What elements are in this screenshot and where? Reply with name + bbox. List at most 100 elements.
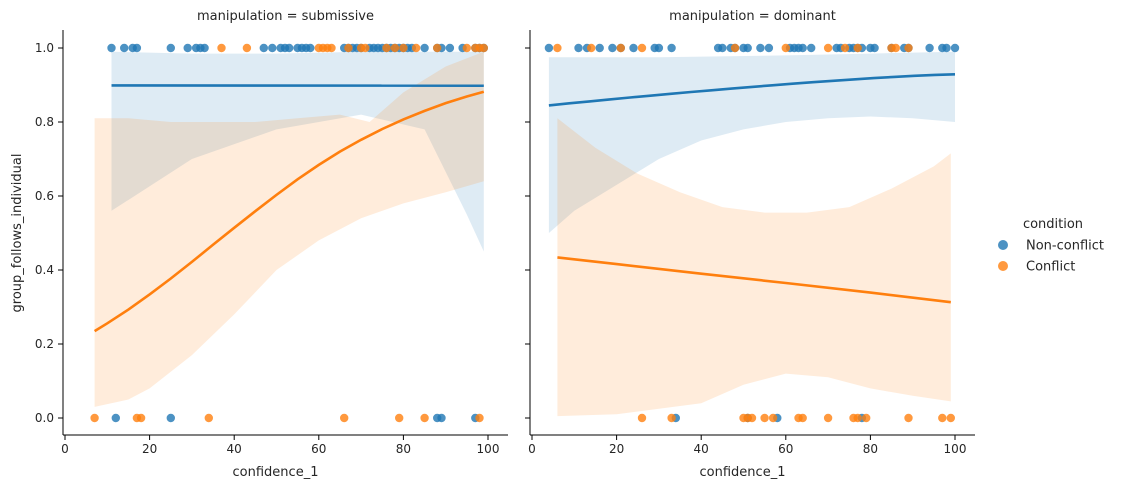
point-conflict [340, 413, 349, 423]
point-non-conflict [111, 413, 121, 423]
fit-line-conflict [557, 256, 951, 304]
point-non-conflict [950, 43, 960, 53]
point-conflict [637, 43, 647, 53]
legend-label: Non-conflict [1026, 239, 1104, 254]
point-conflict [420, 413, 429, 423]
point-non-conflict [285, 43, 294, 53]
point-conflict [90, 413, 99, 423]
x-tick-label: 80 [863, 442, 878, 456]
y-tick-label: 0.2 [35, 337, 54, 351]
ci-band-conflict [94, 51, 484, 407]
point-conflict [823, 413, 833, 423]
point-conflict [462, 43, 471, 53]
point-non-conflict [764, 43, 774, 53]
point-non-conflict [268, 43, 277, 53]
x-tick-label: 100 [944, 442, 967, 456]
point-conflict [217, 43, 226, 53]
point-non-conflict [756, 43, 765, 53]
point-conflict [344, 43, 353, 53]
point-conflict [411, 43, 421, 53]
point-conflict [399, 43, 408, 53]
point-non-conflict [420, 43, 429, 53]
facet-panel-submissive: manipulation = submissive 0 20 40 60 80 100 0.0… [10, 9, 508, 480]
point-non-conflict [574, 43, 583, 53]
point-conflict [891, 43, 900, 53]
x-tick-label: 60 [778, 442, 793, 456]
x-axis-label: confidence_1 [700, 465, 786, 480]
point-non-conflict [608, 43, 617, 53]
point-conflict [475, 413, 484, 423]
point-conflict [747, 413, 757, 423]
point-non-conflict [807, 43, 816, 53]
point-non-conflict [107, 43, 116, 53]
point-non-conflict [718, 43, 727, 53]
point-non-conflict [942, 43, 951, 53]
ci-band-non-conflict [548, 51, 955, 234]
point-conflict [904, 413, 913, 423]
x-axis-label: confidence_1 [233, 465, 319, 480]
point-conflict [768, 413, 778, 423]
point-non-conflict [166, 413, 175, 423]
point-conflict [946, 413, 955, 423]
point-conflict [390, 43, 400, 53]
x-tick-label: 20 [609, 442, 624, 456]
point-non-conflict [306, 43, 315, 53]
ci-band-non-conflict [111, 51, 484, 252]
x-tick-label: 20 [142, 442, 157, 456]
point-non-conflict [654, 43, 664, 53]
fit-line-conflict [93, 90, 485, 333]
point-conflict [204, 413, 213, 423]
point-non-conflict [259, 43, 268, 53]
point-non-conflict [743, 43, 752, 53]
facet-title: manipulation = submissive [197, 9, 374, 24]
point-conflict [667, 413, 676, 423]
point-non-conflict [200, 43, 209, 53]
point-non-conflict [798, 43, 807, 53]
x-tick-label: 40 [227, 442, 242, 456]
legend-marker-conflict [998, 261, 1008, 271]
y-tick-label: 0.4 [35, 263, 54, 277]
point-non-conflict [667, 43, 676, 53]
point-conflict [853, 43, 862, 53]
facet-title: manipulation = dominant [669, 9, 836, 24]
point-conflict [433, 43, 442, 53]
point-conflict [840, 43, 850, 53]
point-conflict [616, 43, 625, 53]
point-conflict [553, 43, 562, 53]
point-non-conflict [870, 43, 879, 53]
legend: condition Non-conflict Conflict [998, 217, 1104, 275]
point-conflict [242, 43, 252, 53]
x-tick-label: 100 [477, 442, 500, 456]
point-non-conflict [166, 43, 175, 53]
point-conflict [781, 43, 790, 53]
point-non-conflict [132, 43, 142, 53]
point-conflict [395, 413, 404, 423]
point-non-conflict [183, 43, 192, 53]
point-non-conflict [445, 43, 455, 53]
point-conflict [938, 413, 947, 423]
point-non-conflict [595, 43, 604, 53]
point-conflict [382, 43, 391, 53]
point-conflict [136, 413, 146, 423]
x-tick-label: 80 [396, 442, 411, 456]
point-conflict [862, 413, 871, 423]
fit-line-non-conflict [548, 73, 956, 107]
x-tick-label: 0 [61, 442, 69, 456]
y-tick-label: 1.0 [35, 41, 54, 55]
y-tick-label: 0.0 [35, 411, 54, 425]
point-non-conflict [629, 43, 638, 53]
x-tick-label: 0 [528, 442, 536, 456]
legend-title: condition [1023, 217, 1083, 232]
legend-marker-non-conflict [998, 240, 1008, 250]
point-non-conflict [437, 413, 446, 423]
point-conflict [327, 43, 336, 53]
point-conflict [637, 413, 647, 423]
point-non-conflict [925, 43, 934, 53]
point-non-conflict [544, 43, 554, 53]
legend-label: Conflict [1026, 260, 1075, 275]
point-conflict [798, 413, 807, 423]
point-conflict [361, 43, 370, 53]
y-tick-label: 0.8 [35, 115, 54, 129]
point-conflict [760, 413, 769, 423]
